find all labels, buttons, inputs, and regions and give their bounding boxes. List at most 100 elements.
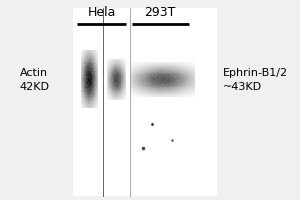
Bar [168,66,169,67]
Bar [134,92,135,93]
Bar [149,67,150,68]
Bar [112,81,113,83]
Bar [140,87,141,88]
Bar [112,98,113,99]
Bar [156,93,157,94]
Bar [169,95,170,96]
Bar [173,89,175,90]
Bar [136,64,137,65]
Bar [94,69,95,71]
Bar [84,62,85,63]
Bar [166,64,167,65]
Bar [93,76,94,78]
Bar [149,79,151,80]
Bar [110,76,111,77]
Bar [110,79,111,81]
Bar [122,99,123,100]
Bar [111,77,112,78]
Bar [121,61,122,62]
Bar [172,90,174,91]
Bar [146,68,147,69]
Bar [110,68,111,69]
Bar [141,79,142,80]
Bar [165,68,166,69]
Bar [149,64,151,65]
Bar [191,68,192,69]
Bar [175,65,176,66]
Bar [122,78,123,79]
Bar [174,87,175,88]
Bar [132,71,133,72]
Bar [184,79,185,80]
Bar [145,77,146,78]
Bar [125,81,126,83]
Bar [178,76,179,77]
Bar [87,53,88,55]
Bar [108,66,109,67]
Bar [140,95,141,96]
Bar [184,83,186,84]
Bar [146,80,147,81]
Bar [110,77,111,78]
Bar [149,66,150,67]
Bar [138,62,139,63]
Bar [158,82,159,83]
Bar [180,85,181,87]
Bar [193,96,194,97]
Bar [115,98,116,99]
Bar [181,63,182,64]
Bar [89,95,90,97]
Bar [85,88,86,89]
Bar [89,52,90,53]
Bar [114,70,115,71]
Bar [178,65,179,66]
Bar [157,63,158,64]
Bar [164,85,165,86]
Bar [193,80,194,81]
Bar [138,76,139,77]
Bar [164,90,165,91]
Bar [170,80,171,81]
Bar [187,80,188,81]
Bar [90,63,91,65]
Bar [155,84,156,85]
Bar [163,95,164,96]
Bar [85,85,86,86]
Bar [88,81,89,82]
Bar [159,89,160,90]
Bar [160,69,162,70]
Bar [87,69,88,71]
Bar [179,66,180,67]
Bar [156,80,157,81]
Bar [119,66,120,67]
Bar [97,75,98,76]
Bar [84,92,85,94]
Bar [157,76,158,77]
Bar [142,85,143,86]
Bar [172,87,173,88]
Bar [110,95,111,96]
Bar [84,101,85,102]
Bar [114,83,115,85]
Bar [90,65,91,66]
Bar [90,85,91,86]
Bar [82,62,83,63]
Bar [138,83,139,84]
Bar [138,62,140,63]
Bar [190,96,191,97]
Bar [95,91,96,92]
Bar [172,79,174,80]
Bar [83,62,84,63]
Bar [88,65,89,66]
Bar [88,95,89,97]
Bar [142,76,143,77]
Bar [139,91,140,92]
Bar [150,80,152,81]
Bar [193,67,194,68]
Bar [154,72,155,73]
Bar [125,59,126,60]
Bar [119,77,120,78]
Bar [87,76,88,78]
Bar [174,91,175,92]
Bar [172,65,174,66]
